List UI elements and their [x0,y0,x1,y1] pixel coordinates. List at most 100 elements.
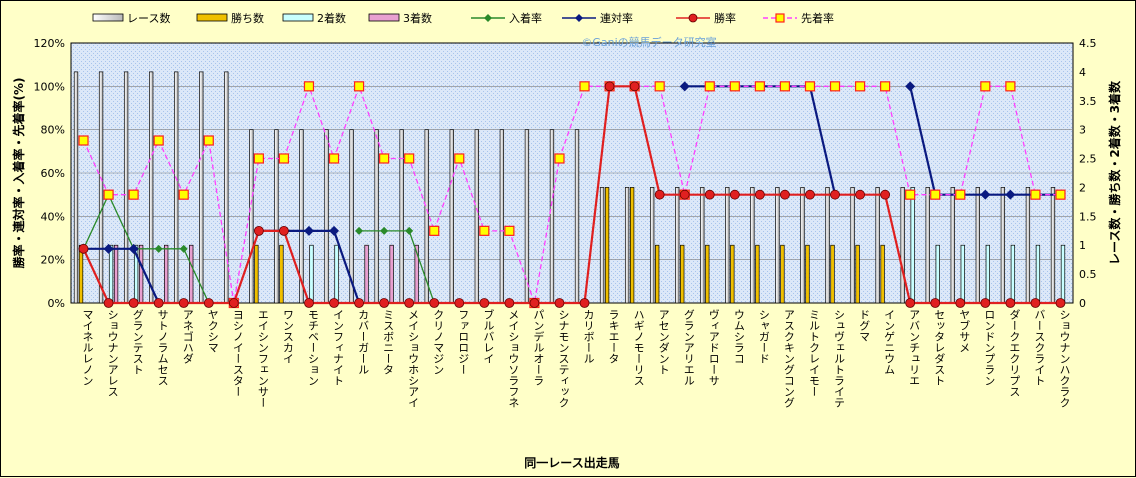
bar-2着数 [309,244,314,304]
bar-勝ち数 [604,187,610,304]
category-label: ウムシラコ [732,309,745,364]
line-入着率 [359,230,435,304]
legend-label: 勝率 [714,11,736,25]
bar-レース数 [549,129,555,304]
bar-レース数 [73,71,79,304]
category-label: アセンダント [657,309,670,375]
bar-勝ち数 [805,244,810,304]
bar-勝ち数 [78,244,84,304]
legend-entry: 入着率 [471,11,542,25]
category-label: カバーガール [357,309,370,375]
bar-レース数 [399,129,404,304]
marker-勝率 [404,298,415,308]
bar-レース数 [449,129,454,304]
marker-勝率 [504,298,515,308]
marker-勝率 [880,189,891,200]
right-tick-label: 4.5 [1079,37,1097,50]
marker-勝率 [103,298,114,308]
category-label: クリノマジン [432,309,445,375]
bar-レース数 [1025,187,1031,304]
bar-2着数 [334,244,339,304]
marker-勝率 [429,298,440,308]
category-label: パンデルオーラ [532,309,545,386]
marker-先着率 [704,81,715,92]
category-label: カリボール [582,309,595,364]
bar-勝ち数 [254,244,259,304]
marker-勝率 [955,298,966,308]
bar-レース数 [174,71,179,304]
marker-先着率 [278,153,290,164]
legend-marker [484,14,492,22]
bar-2着数 [1035,244,1041,304]
marker-勝率 [1055,298,1066,308]
category-label: ヨシノイースター [231,309,244,397]
marker-先着率 [1055,189,1066,200]
marker-先着率 [404,153,415,164]
category-label: アバンチュリエ [908,309,921,386]
marker-先着率 [203,135,214,146]
bar-レース数 [950,187,955,304]
line-連対率 [83,247,160,304]
category-label: ブルバレイ [482,308,495,364]
marker-先着率 [1030,189,1041,200]
category-label: ヴィアドローサ [707,309,720,386]
marker-勝率 [554,298,565,308]
marker-勝率 [729,189,740,200]
marker-勝率 [178,298,189,308]
legend-label: 3着数 [403,11,432,25]
marker-連対率 [1005,189,1016,200]
bar-レース数 [324,129,329,304]
category-label: セッタレダスト [933,309,946,386]
left-tick-label: 120% [34,37,65,50]
bar-3着数 [389,244,394,304]
bar-レース数 [499,129,505,304]
marker-連対率 [905,81,916,92]
bar-レース数 [825,187,830,304]
bar-3着数 [364,244,369,304]
category-label: インゲニウム [883,309,896,375]
marker-勝率 [529,298,540,308]
marker-先着率 [454,153,465,164]
marker-勝率 [905,298,916,308]
bar-2着数 [108,244,114,304]
marker-入着率 [355,226,364,235]
legend-swatch [196,13,228,22]
marker-先着率 [303,81,315,92]
left-tick-label: 100% [34,80,65,93]
marker-連対率 [679,81,690,92]
legend-entry: 先着率 [763,11,834,25]
right-tick-label: 3.5 [1079,95,1097,108]
bar-レース数 [624,187,630,304]
x-axis-title: 同一レース出走馬 [524,455,619,470]
legend-label: レース数 [127,12,170,25]
category-label: メイショウホシアイ [407,309,420,408]
marker-先着率 [880,81,891,92]
marker-先着率 [504,225,515,236]
category-label: ショウナンアレス [106,309,119,397]
marker-勝率 [379,298,390,308]
bar-レース数 [875,187,880,304]
left-tick-label: 40% [41,210,65,223]
marker-先着率 [328,153,340,164]
marker-勝率 [454,298,465,308]
legend-entry: 2着数 [282,11,346,25]
left-tick-label: 20% [41,254,65,267]
category-label: マイネルレノン [81,309,94,386]
legend-entry: 勝ち数 [196,11,264,25]
bar-レース数 [975,187,980,304]
marker-勝率 [679,189,690,200]
bar-勝ち数 [830,244,835,304]
category-label: インフィナイト [332,309,345,386]
bar-勝ち数 [680,244,685,304]
marker-先着率 [178,189,189,200]
category-label: ファロロジー [457,309,470,375]
marker-先着率 [654,81,665,92]
right-tick-label: 4 [1079,66,1086,79]
legend-swatch [282,13,314,22]
marker-勝率 [128,298,139,308]
bar-勝ち数 [629,187,635,304]
legend-label: 先着率 [801,11,834,25]
marker-勝率 [304,298,314,308]
legend-entry: レース数 [92,12,170,25]
